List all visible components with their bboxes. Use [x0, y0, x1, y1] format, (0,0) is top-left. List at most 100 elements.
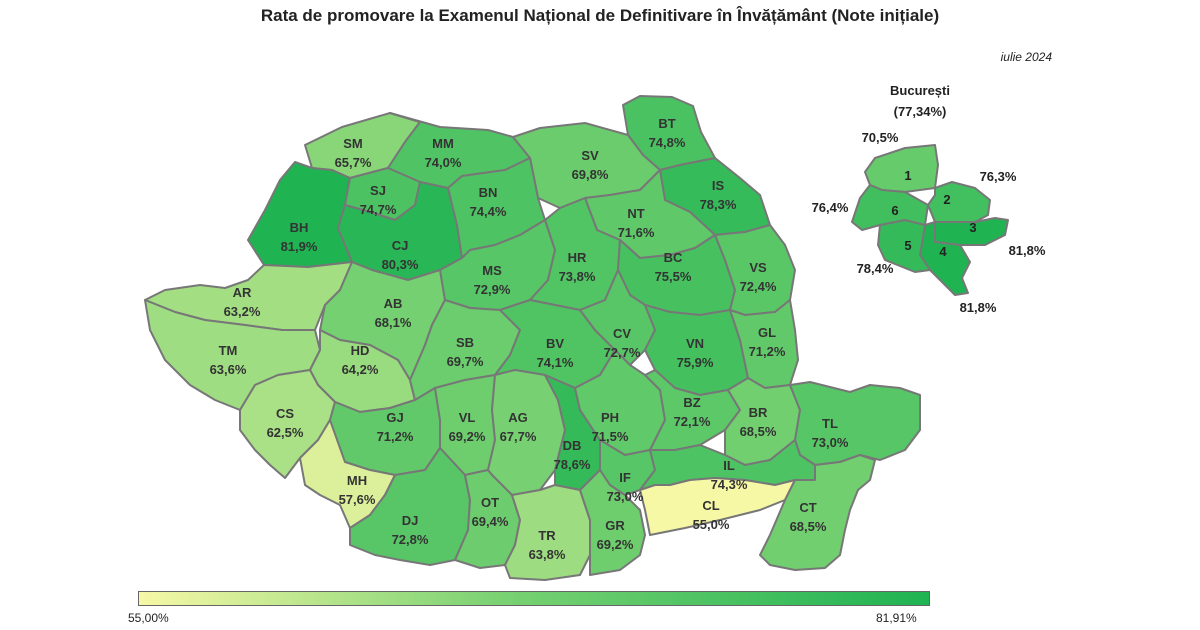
county-value-br: 68,5% — [740, 424, 777, 439]
county-code-gj: GJ — [386, 410, 403, 425]
county-value-ms: 72,9% — [474, 282, 511, 297]
county-code-cj: CJ — [392, 238, 409, 253]
county-value-mh: 57,6% — [339, 492, 376, 507]
county-ct — [759, 454, 876, 571]
map-title: Rata de promovare la Examenul Național d… — [260, 6, 940, 25]
county-gl — [729, 299, 799, 389]
legend-max-label: 81,91% — [876, 611, 917, 625]
county-code-bh: BH — [290, 220, 309, 235]
bucharest-title: București — [890, 83, 950, 98]
county-value-vs: 72,4% — [740, 279, 777, 294]
county-code-ct: CT — [799, 500, 816, 515]
county-value-tm: 63,6% — [210, 362, 247, 377]
county-code-vs: VS — [749, 260, 767, 275]
sector-value-2: 76,3% — [980, 169, 1017, 184]
county-code-cv: CV — [613, 326, 631, 341]
county-value-ab: 68,1% — [375, 315, 412, 330]
county-code-nt: NT — [627, 206, 644, 221]
county-code-cs: CS — [276, 406, 294, 421]
county-code-dj: DJ — [402, 513, 419, 528]
sector-1 — [864, 144, 939, 193]
county-code-sb: SB — [456, 335, 474, 350]
sector-value-5: 78,4% — [857, 261, 894, 276]
county-value-bc: 75,5% — [655, 269, 692, 284]
county-code-mh: MH — [347, 473, 367, 488]
county-value-sm: 65,7% — [335, 155, 372, 170]
sector-number-4: 4 — [939, 244, 947, 259]
county-code-ar: AR — [233, 285, 252, 300]
county-value-bn: 74,4% — [470, 204, 507, 219]
county-value-nt: 71,6% — [618, 225, 655, 240]
county-code-ph: PH — [601, 410, 619, 425]
county-code-sj: SJ — [370, 183, 386, 198]
county-value-bv: 74,1% — [537, 355, 574, 370]
county-value-bh: 81,9% — [281, 239, 318, 254]
county-value-cs: 62,5% — [267, 425, 304, 440]
sector-value-6: 76,4% — [812, 200, 849, 215]
county-tl — [789, 381, 921, 466]
county-value-sv: 69,8% — [572, 167, 609, 182]
legend-min-label: 55,00% — [128, 611, 169, 625]
county-code-cl: CL — [702, 498, 719, 513]
sector-number-6: 6 — [891, 203, 898, 218]
county-value-db: 78,6% — [554, 457, 591, 472]
county-code-tm: TM — [219, 343, 238, 358]
county-value-vl: 69,2% — [449, 429, 486, 444]
county-code-is: IS — [712, 178, 725, 193]
county-code-gr: GR — [605, 518, 625, 533]
county-code-bz: BZ — [683, 395, 700, 410]
county-code-ab: AB — [384, 296, 403, 311]
county-code-gl: GL — [758, 325, 776, 340]
county-code-hd: HD — [351, 343, 370, 358]
county-value-tl: 73,0% — [812, 435, 849, 450]
sector-2 — [927, 181, 991, 223]
legend-color-scale — [138, 591, 930, 606]
county-value-ag: 67,7% — [500, 429, 537, 444]
county-value-is: 78,3% — [700, 197, 737, 212]
county-code-sv: SV — [581, 148, 599, 163]
sector-number-3: 3 — [969, 220, 976, 235]
county-value-cv: 72,7% — [604, 345, 641, 360]
sector-value-3: 81,8% — [1009, 243, 1046, 258]
sector-value-4: 81,8% — [960, 300, 997, 315]
county-value-ar: 63,2% — [224, 304, 261, 319]
county-value-cl: 55,0% — [693, 517, 730, 532]
bucharest-total: (77,34%) — [894, 104, 947, 119]
county-value-ct: 68,5% — [790, 519, 827, 534]
county-code-ot: OT — [481, 495, 499, 510]
county-tr — [504, 484, 591, 581]
county-value-dj: 72,8% — [392, 532, 429, 547]
county-value-ph: 71,5% — [592, 429, 629, 444]
sector-6 — [851, 184, 929, 231]
county-value-il: 74,3% — [711, 477, 748, 492]
county-value-gl: 71,2% — [749, 344, 786, 359]
county-value-mm: 74,0% — [425, 155, 462, 170]
county-code-il: IL — [723, 458, 735, 473]
county-code-mm: MM — [432, 136, 454, 151]
county-code-br: BR — [749, 405, 768, 420]
county-value-sj: 74,7% — [360, 202, 397, 217]
county-code-ms: MS — [482, 263, 502, 278]
map-date: iulie 2024 — [1000, 50, 1052, 64]
county-code-bc: BC — [664, 250, 683, 265]
county-dj — [349, 447, 471, 566]
sector-value-1: 70,5% — [862, 130, 899, 145]
county-code-db: DB — [563, 438, 582, 453]
county-value-tr: 63,8% — [529, 547, 566, 562]
county-value-vn: 75,9% — [677, 355, 714, 370]
sector-number-2: 2 — [943, 192, 950, 207]
sector-number-5: 5 — [904, 238, 911, 253]
county-code-vl: VL — [459, 410, 476, 425]
county-code-vn: VN — [686, 336, 704, 351]
county-value-cj: 80,3% — [382, 257, 419, 272]
county-code-bn: BN — [479, 185, 498, 200]
county-value-hr: 73,8% — [559, 269, 596, 284]
county-value-ot: 69,4% — [472, 514, 509, 529]
county-value-hd: 64,2% — [342, 362, 379, 377]
county-code-ag: AG — [508, 410, 528, 425]
county-value-sb: 69,7% — [447, 354, 484, 369]
sector-number-1: 1 — [904, 168, 911, 183]
county-code-tr: TR — [538, 528, 556, 543]
county-code-bt: BT — [658, 116, 675, 131]
